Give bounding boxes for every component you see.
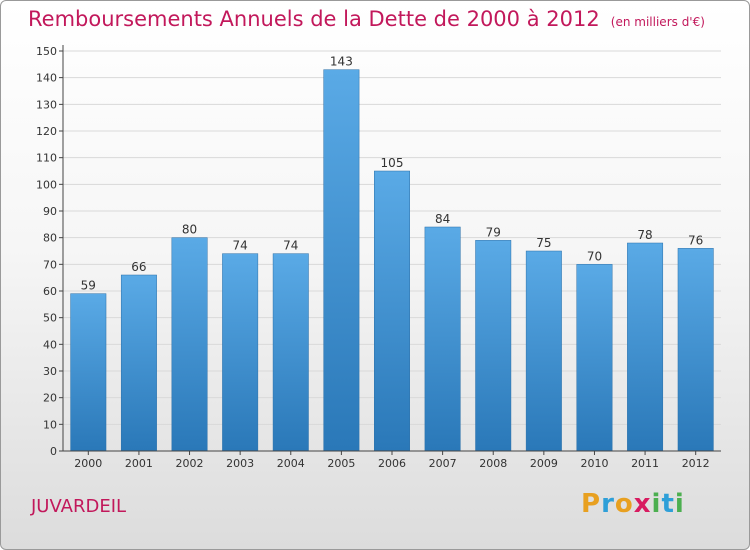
bar-2012 — [677, 248, 714, 452]
y-tick-label-30: 30 — [43, 365, 57, 378]
y-tick-label-110: 110 — [36, 152, 57, 165]
y-tick-label-50: 50 — [43, 312, 57, 325]
y-tick-label-120: 120 — [36, 125, 57, 138]
x-tick-label-2001: 2001 — [125, 457, 153, 470]
proxiti-logo: Proxiti — [581, 489, 685, 519]
bar-2004 — [272, 253, 309, 452]
bar-2011 — [627, 242, 664, 452]
data-label-2003: 74 — [233, 239, 248, 253]
logo-letter: i — [651, 489, 662, 519]
logo-letter: i — [674, 489, 685, 519]
logo-letter: P — [581, 489, 602, 519]
x-tick-label-2004: 2004 — [277, 457, 305, 470]
y-tick-label-80: 80 — [43, 232, 57, 245]
y-tick-label-130: 130 — [36, 98, 57, 111]
data-label-2008: 79 — [486, 225, 501, 239]
bar-2006 — [374, 170, 410, 452]
y-tick-label-40: 40 — [43, 338, 57, 351]
commune-name: JUVARDEIL — [31, 496, 127, 517]
data-label-2009: 75 — [536, 236, 551, 250]
data-label-2011: 78 — [637, 228, 652, 242]
y-tick-label-150: 150 — [36, 45, 57, 58]
bar-2003 — [222, 253, 259, 452]
data-label-2004: 74 — [283, 239, 298, 253]
x-tick-label-2005: 2005 — [327, 457, 355, 470]
x-tick-label-2012: 2012 — [682, 457, 710, 470]
y-tick-label-0: 0 — [50, 445, 57, 458]
data-label-2001: 66 — [131, 260, 146, 274]
data-label-2006: 105 — [381, 156, 404, 170]
x-tick-label-2011: 2011 — [631, 457, 659, 470]
data-label-2005: 143 — [330, 55, 353, 69]
y-tick-label-140: 140 — [36, 72, 57, 85]
x-tick-label-2007: 2007 — [429, 457, 457, 470]
logo-letter: x — [633, 489, 652, 519]
x-tick-label-2006: 2006 — [378, 457, 406, 470]
logo-letter: o — [614, 489, 634, 519]
x-tick-label-2002: 2002 — [176, 457, 204, 470]
y-tick-label-10: 10 — [43, 418, 57, 431]
chart-subtitle: (en milliers d'€) — [610, 15, 705, 29]
bar-2005 — [323, 69, 360, 452]
x-tick-label-2000: 2000 — [74, 457, 102, 470]
data-label-2007: 84 — [435, 212, 450, 226]
x-tick-label-2010: 2010 — [580, 457, 608, 470]
chart-title-block: Remboursements Annuels de la Dette de 20… — [28, 7, 705, 31]
chart-title: Remboursements Annuels de la Dette de 20… — [28, 7, 600, 31]
data-label-2012: 76 — [688, 233, 703, 247]
data-label-2010: 70 — [587, 249, 602, 263]
bar-2008 — [475, 240, 512, 452]
y-tick-label-90: 90 — [43, 205, 57, 218]
y-tick-label-60: 60 — [43, 285, 57, 298]
axes: 0 10 20 30 40 50 60 70 80 90 100 110 120 130 140 150 200… — [36, 45, 721, 470]
x-tick-label-2008: 2008 — [479, 457, 507, 470]
bars — [70, 69, 714, 452]
data-label-2000: 59 — [81, 279, 96, 293]
x-tick-label-2003: 2003 — [226, 457, 254, 470]
bar-2000 — [70, 293, 107, 452]
logo-letter: t — [661, 489, 675, 519]
bar-2010 — [576, 264, 613, 452]
x-tick-label-2009: 2009 — [530, 457, 558, 470]
bar-2007 — [424, 226, 461, 452]
bar-2002 — [171, 237, 208, 452]
data-label-2002: 80 — [182, 223, 197, 237]
y-tick-label-70: 70 — [43, 258, 57, 271]
logo-letter: r — [601, 489, 615, 519]
y-tick-label-20: 20 — [43, 392, 57, 405]
bar-2009 — [525, 250, 562, 452]
bar-2001 — [120, 274, 157, 452]
data-labels: 59 66 80 74 74 143 105 84 79 75 70 78 76 — [81, 55, 704, 293]
y-tick-label-100: 100 — [36, 178, 57, 191]
